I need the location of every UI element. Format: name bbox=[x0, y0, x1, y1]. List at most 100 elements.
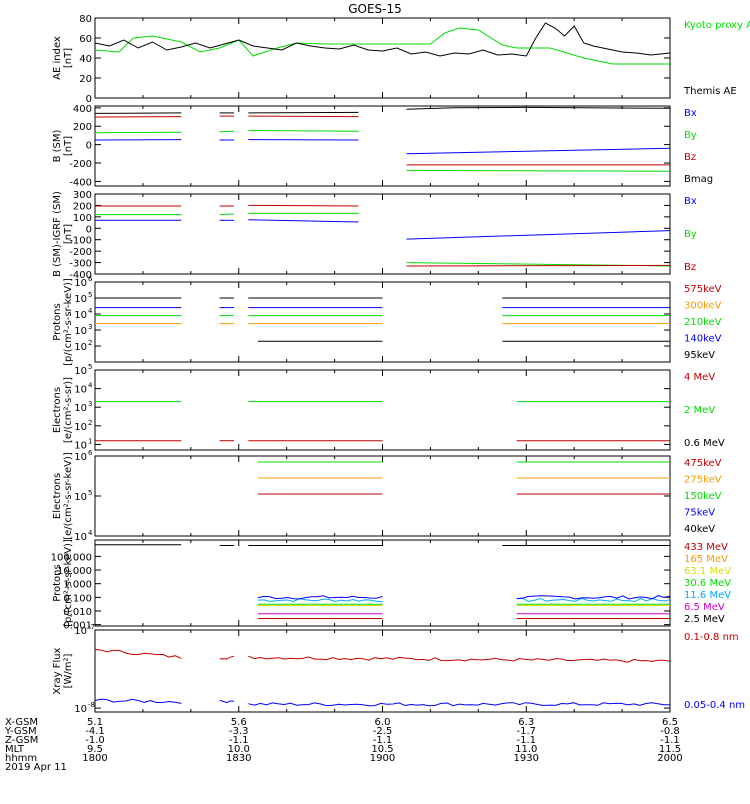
series-line bbox=[95, 23, 670, 56]
series-line bbox=[517, 598, 670, 601]
y-axis-label: AE index bbox=[52, 36, 63, 80]
y-tick-label: 10 bbox=[74, 385, 87, 396]
y-axis-unit: [p/(cm²-s-sr-keV)] bbox=[63, 539, 74, 627]
legend-label: 2 MeV bbox=[684, 405, 715, 416]
y-tick-exponent: 5 bbox=[88, 363, 92, 371]
date-label: 2019 Apr 11 bbox=[5, 762, 67, 773]
series-line bbox=[220, 656, 234, 659]
legend-label: By bbox=[684, 130, 697, 141]
legend-label: Themis AE bbox=[683, 86, 737, 97]
y-tick-exponent: -7 bbox=[88, 623, 95, 631]
legend-label: Bmag bbox=[684, 174, 713, 185]
y-tick-label: 200 bbox=[73, 201, 92, 212]
legend-label: 575keV bbox=[684, 284, 722, 295]
panel-frame bbox=[95, 630, 670, 712]
y-axis-label: Electrons bbox=[52, 387, 63, 433]
y-axis-unit: [p/(cm²-s-sr-keV)] bbox=[63, 278, 74, 366]
legend-label: 95keV bbox=[684, 350, 715, 361]
y-axis-unit: [e/(cm²-s-sr-keV)] bbox=[63, 452, 74, 540]
legend-label: 63.1 MeV bbox=[684, 566, 731, 577]
legend-label: 300keV bbox=[684, 301, 722, 312]
y-tick-label: 10 bbox=[74, 452, 87, 463]
panel-6: 0.0010.0100.1001.00010.000100.000Protons… bbox=[51, 539, 732, 632]
y-tick-label: 60 bbox=[79, 34, 92, 45]
time-axis-value: 1830 bbox=[226, 753, 251, 764]
y-tick-label: 0 bbox=[86, 224, 92, 235]
y-tick-label: 10 bbox=[74, 326, 87, 337]
y-tick-exponent: 4 bbox=[88, 529, 93, 537]
y-tick-label: 10 bbox=[74, 704, 87, 715]
y-axis-label: Protons bbox=[52, 303, 63, 340]
panel-frame bbox=[95, 370, 670, 450]
y-tick-label: -200 bbox=[69, 159, 92, 170]
y-tick-exponent: 6 bbox=[88, 275, 93, 283]
y-axis-label: B (SM) bbox=[52, 129, 63, 162]
legend-label: 6.5 MeV bbox=[684, 602, 725, 613]
y-tick-label: 10 bbox=[74, 403, 87, 414]
legend-label: 0.05-0.4 nm bbox=[684, 700, 745, 711]
legend-label: Bx bbox=[684, 196, 697, 207]
series-line bbox=[407, 107, 671, 109]
y-tick-label: 10 bbox=[74, 278, 87, 289]
legend-label: 475keV bbox=[684, 458, 722, 469]
y-axis-label: B (SM)-IGRF (SM) bbox=[52, 191, 63, 277]
y-axis-label: Protons bbox=[52, 564, 63, 601]
series-line bbox=[248, 703, 670, 706]
y-tick-label: -300 bbox=[69, 259, 92, 270]
y-axis-unit: [nT] bbox=[63, 48, 74, 68]
y-tick-label: -200 bbox=[69, 247, 92, 258]
time-axis-value: 2000 bbox=[657, 753, 682, 764]
series-line bbox=[258, 596, 383, 599]
y-tick-label: 10 bbox=[74, 626, 87, 637]
y-tick-exponent: 5 bbox=[88, 291, 92, 299]
time-axis-value: 1900 bbox=[370, 753, 395, 764]
y-axis-unit: [e/(cm²-s-sr)] bbox=[63, 377, 74, 443]
y-tick-label: 10 bbox=[74, 492, 87, 503]
y-tick-label: 10 bbox=[74, 422, 87, 433]
y-tick-label: 100 bbox=[73, 213, 92, 224]
y-tick-label: 10 bbox=[74, 532, 87, 543]
series-line bbox=[407, 231, 671, 240]
y-tick-label: 0 bbox=[86, 141, 92, 152]
series-line bbox=[407, 170, 671, 171]
series-line bbox=[248, 656, 670, 662]
series-line bbox=[407, 265, 671, 266]
time-axis-value: 1800 bbox=[82, 753, 107, 764]
y-tick-exponent: 4 bbox=[88, 307, 93, 315]
y-tick-exponent: 2 bbox=[88, 419, 92, 427]
y-axis-unit: [nT] bbox=[63, 224, 74, 244]
legend-label: 140keV bbox=[684, 334, 722, 345]
y-tick-exponent: 6 bbox=[88, 449, 93, 457]
legend-label: 2.5 MeV bbox=[684, 614, 725, 625]
y-tick-label: 10 bbox=[74, 294, 87, 305]
y-axis-label: Electrons bbox=[52, 473, 63, 519]
y-tick-exponent: 3 bbox=[88, 323, 92, 331]
series-line bbox=[258, 599, 383, 602]
legend-label: 11.6 MeV bbox=[684, 590, 731, 601]
series-line bbox=[95, 113, 181, 114]
legend-label: 0.6 MeV bbox=[684, 438, 725, 449]
y-axis-unit: [W/m²] bbox=[63, 653, 74, 688]
legend-label: Bz bbox=[684, 262, 696, 273]
y-tick-exponent: -8 bbox=[88, 701, 95, 709]
panel-frame bbox=[95, 456, 670, 536]
legend-label: 210keV bbox=[684, 317, 722, 328]
legend-label: 75keV bbox=[684, 508, 715, 519]
legend-label: 30.6 MeV bbox=[684, 578, 731, 589]
legend-label: 0.1-0.8 nm bbox=[684, 632, 739, 643]
legend-label: Bz bbox=[684, 152, 696, 163]
y-tick-label: 10 bbox=[74, 366, 87, 377]
y-tick-label: 10 bbox=[74, 440, 87, 451]
y-tick-label: 10 bbox=[74, 342, 87, 353]
series-line bbox=[248, 220, 358, 222]
series-line bbox=[220, 214, 234, 215]
legend-label: 4 MeV bbox=[684, 372, 715, 383]
panel-frame bbox=[95, 282, 670, 362]
y-axis-label: Xray Flux bbox=[52, 647, 63, 694]
series-line bbox=[248, 205, 358, 206]
